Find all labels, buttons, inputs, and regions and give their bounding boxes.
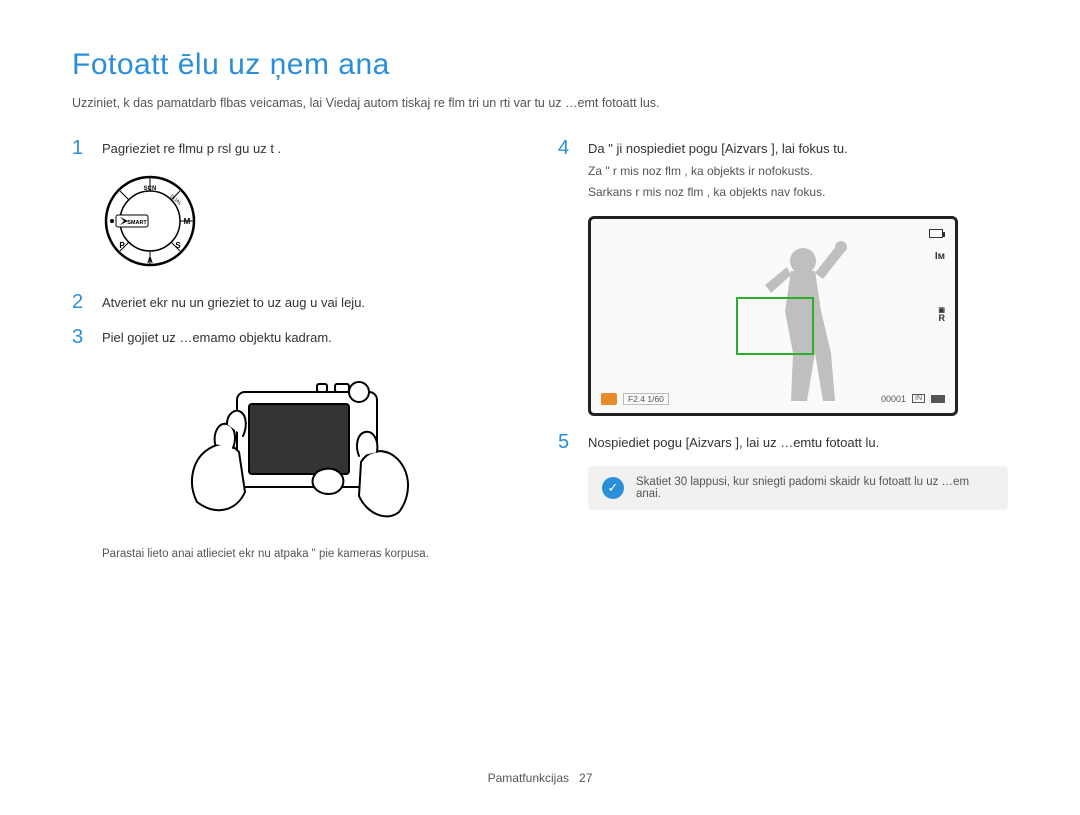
step-text: Atveriet ekr nu un grieziet to uz aug u … [102,292,522,313]
right-column: 4 Da " ji nospiediet pogu [Aizvars ], la… [558,138,1008,562]
step-number: 4 [558,138,574,158]
image-size-indicator: Iм [935,251,945,262]
camera-note: Parastai lieto anai atlieciet ekr nu atp… [102,546,522,562]
camera-hold-illustration [72,362,522,532]
battery-icon [929,229,943,238]
step-number: 5 [558,432,574,452]
step-number: 2 [72,292,88,312]
page-title: Fotoatt ēlu uz ņem ana [72,48,1008,82]
step4-sub2: Sarkans r mis noz flm , ka objekts nav f… [588,184,1008,201]
step-4: 4 Da " ji nospiediet pogu [Aizvars ], la… [558,138,1008,202]
mode-dial-illustration: SCN DUAL M S A P SMART [102,173,522,274]
step-text: Pagrieziet re flmu p rsl gu uz t . [102,138,522,159]
footer-page-number: 27 [579,771,592,785]
mode-badge-icon [601,393,617,405]
tip-callout: ✓ Skatiet 30 lappusi, kur sniegti padomi… [588,466,1008,510]
frame-counter: 00001 [881,394,906,404]
page-footer: Pamatfunkcijas 27 [0,771,1080,785]
svg-text:A: A [147,256,153,265]
info-icon: ✓ [602,477,624,499]
step-5: 5 Nospiediet pogu [Aizvars ], lai uz …em… [558,432,1008,453]
exposure-readout: F2.4 1/60 [623,393,669,405]
step4-main: Da " ji nospiediet pogu [Aizvars ], lai … [588,141,848,156]
step-3: 3 Piel gojiet uz …emamo objektu kadram. [72,327,522,348]
svg-text:SCN: SCN [144,186,157,192]
preview-bottom-bar: F2.4 1/60 00001 IN [601,393,945,405]
battery-level-icon [931,395,945,403]
camera-preview: Iм ▣ R F2.4 1/60 00001 IN [588,216,1008,416]
step-1: 1 Pagrieziet re flmu p rsl gu uz t . [72,138,522,159]
storage-indicator: IN [912,394,925,403]
step4-sub1: Za " r mis noz flm , ka objekts ir nofok… [588,163,1008,180]
step-text: Nospiediet pogu [Aizvars ], lai uz …emtu… [588,432,1008,453]
step-2: 2 Atveriet ekr nu un grieziet to uz aug … [72,292,522,313]
step-text: Da " ji nospiediet pogu [Aizvars ], lai … [588,138,1008,202]
step-number: 3 [72,327,88,347]
content-columns: 1 Pagrieziet re flmu p rsl gu uz t . SCN [72,138,1008,562]
svg-text:P: P [119,241,125,250]
svg-text:S: S [175,241,181,250]
svg-text:M: M [184,217,191,226]
step-number: 1 [72,138,88,158]
svg-text:SMART: SMART [127,220,147,226]
left-column: 1 Pagrieziet re flmu p rsl gu uz t . SCN [72,138,522,562]
footer-section: Pamatfunkcijas [488,771,569,785]
remaining-indicator: ▣ R [938,307,945,323]
step-text: Piel gojiet uz …emamo objektu kadram. [102,327,522,348]
tip-text: Skatiet 30 lappusi, kur sniegti padomi s… [636,476,994,500]
focus-frame [736,297,814,355]
intro-text: Uzziniet, k das pamatdarb flbas veicamas… [72,96,1008,110]
